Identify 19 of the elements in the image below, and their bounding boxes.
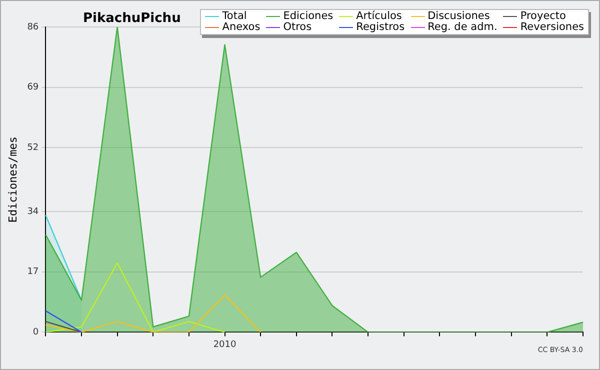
y-tick-label: 0	[32, 328, 39, 338]
chart-title: PikachuPichu	[83, 11, 181, 26]
y-tick-label: 86	[27, 22, 39, 32]
legend-label: Total	[222, 10, 247, 22]
legend-label: Reversiones	[520, 21, 584, 33]
y-tick-label: 52	[27, 143, 39, 154]
y-tick-label: 34	[27, 206, 39, 217]
legend-label: Otros	[283, 21, 312, 33]
y-axis-title: Ediciones/mes	[6, 136, 20, 223]
legend-label: Registros	[356, 21, 405, 33]
y-tick-label: 69	[27, 82, 39, 93]
legend-label: Discusiones	[428, 10, 490, 22]
y-tick-label: 17	[27, 267, 39, 278]
legend-label: Reg. de adm.	[428, 21, 498, 33]
legend-label: Proyecto	[520, 10, 566, 22]
x-tick-label: 2010	[213, 340, 236, 350]
legend-label: Anexos	[222, 21, 260, 33]
legend-label: Artículos	[356, 10, 402, 22]
legend-label: Ediciones	[283, 10, 334, 22]
